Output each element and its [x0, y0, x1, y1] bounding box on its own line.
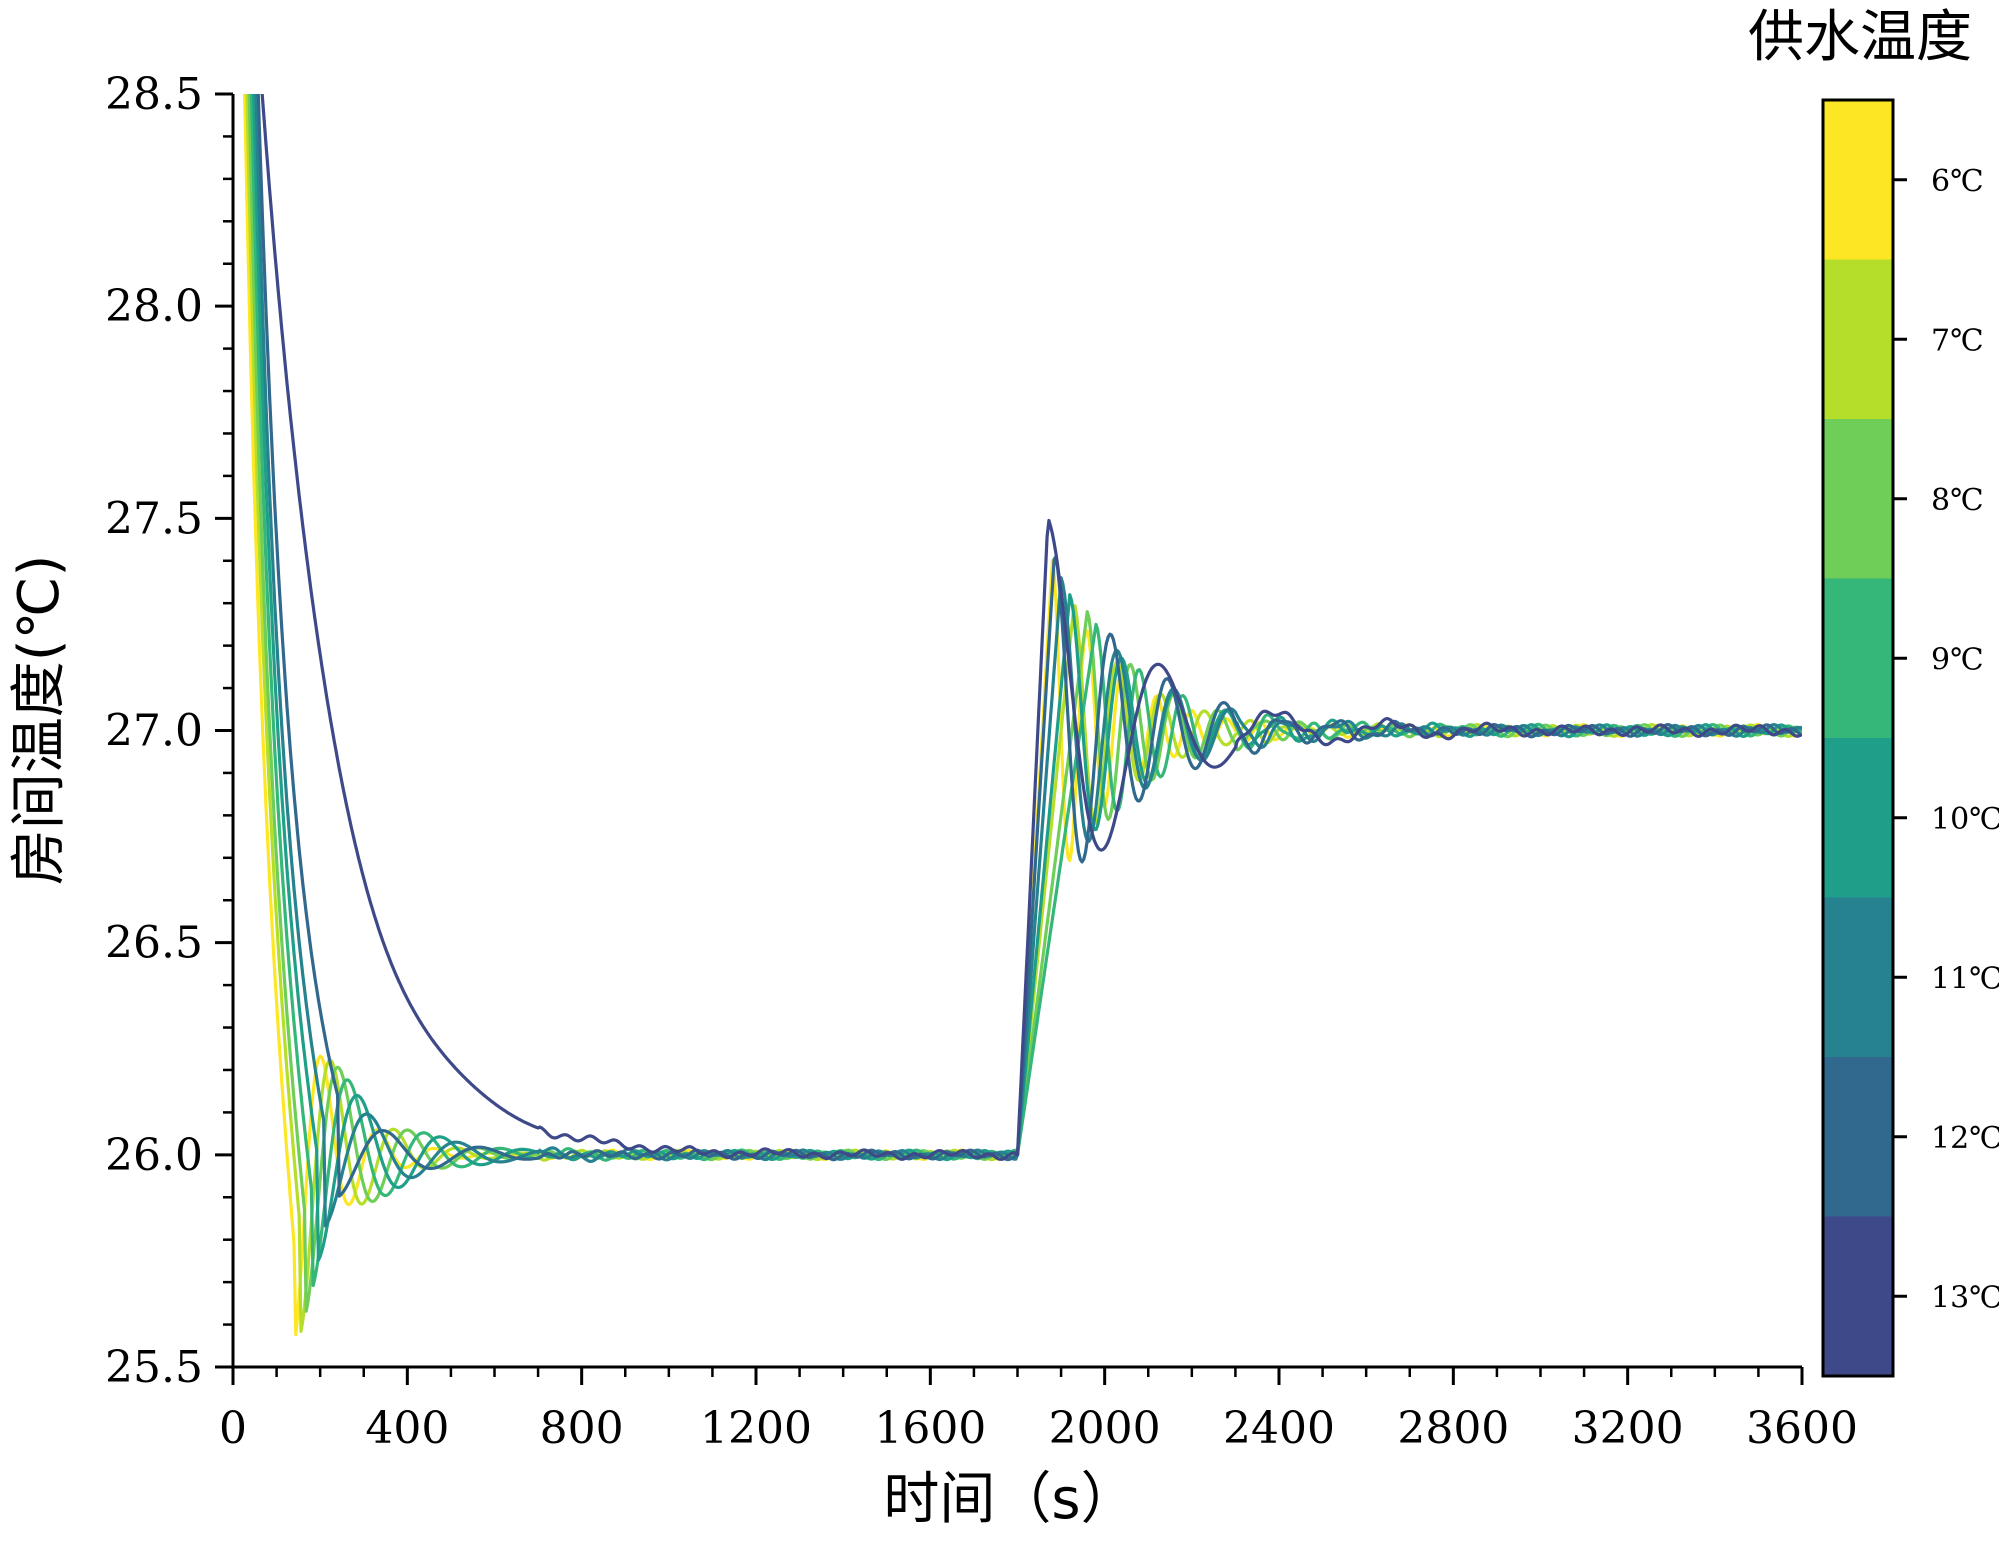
colorbar-segment [1823, 100, 1893, 260]
colorbar-tick-label: 9℃ [1931, 642, 1984, 677]
series-line-4 [249, 94, 1802, 1288]
colorbar-segment [1823, 259, 1893, 420]
colorbar-title: 供水温度 [1748, 5, 1972, 70]
colorbar-segment [1823, 738, 1893, 898]
series-line-5 [252, 94, 1802, 1262]
x-tick-label: 2400 [1223, 1403, 1335, 1454]
colorbar-tick-label: 10℃ [1931, 802, 1999, 837]
x-tick-label: 3600 [1746, 1403, 1858, 1454]
x-tick-label: 1600 [874, 1403, 986, 1454]
y-tick-label: 28.0 [105, 281, 203, 332]
x-tick-label: 2000 [1049, 1403, 1161, 1454]
y-tick-label: 26.0 [105, 1130, 203, 1181]
y-tick-label: 26.5 [105, 918, 203, 969]
series-lines [242, 94, 1802, 1337]
series-line-8 [260, 94, 1802, 1161]
series-line-7 [256, 94, 1802, 1198]
colorbar-segment [1823, 1216, 1893, 1377]
colorbar-frame [1821, 98, 1895, 1378]
colorbar-tick-label: 11℃ [1931, 961, 1999, 996]
series-line-6 [254, 94, 1802, 1228]
colorbar-tick-label: 6℃ [1931, 164, 1984, 199]
x-tick-label: 3200 [1572, 1403, 1684, 1454]
colorbar-segment [1823, 1057, 1893, 1217]
colorbar: 6℃ 7℃ 8℃ 9℃ 10℃ 11℃ 12℃ 13℃ [1821, 98, 1999, 1378]
x-tick-label: 400 [365, 1403, 449, 1454]
axes: 0 400 800 1200 1600 2000 2400 2800 3200 3600 25.5 2… [105, 69, 1858, 1454]
colorbar-tick-label: 7℃ [1931, 323, 1984, 358]
x-tick-label: 0 [219, 1403, 247, 1454]
x-tick-label: 1200 [700, 1403, 812, 1454]
y-tick-label: 27.0 [105, 706, 203, 757]
y-tick-label: 25.5 [105, 1342, 203, 1393]
x-tick-label: 800 [540, 1403, 624, 1454]
x-axis-label: 时间（s） [883, 1467, 1136, 1532]
colorbar-segment [1823, 897, 1893, 1058]
colorbar-tick-label: 8℃ [1931, 483, 1984, 518]
colorbar-tick-label: 13℃ [1931, 1280, 1999, 1315]
y-tick-label: 27.5 [105, 493, 203, 544]
colorbar-tick-label: 12℃ [1931, 1121, 1999, 1156]
x-tick-label: 2800 [1397, 1403, 1509, 1454]
y-axis-label: 房间温度(℃) [7, 555, 72, 886]
colorbar-segment [1823, 578, 1893, 739]
colorbar-segment [1823, 419, 1893, 579]
y-tick-label: 28.5 [105, 69, 203, 120]
